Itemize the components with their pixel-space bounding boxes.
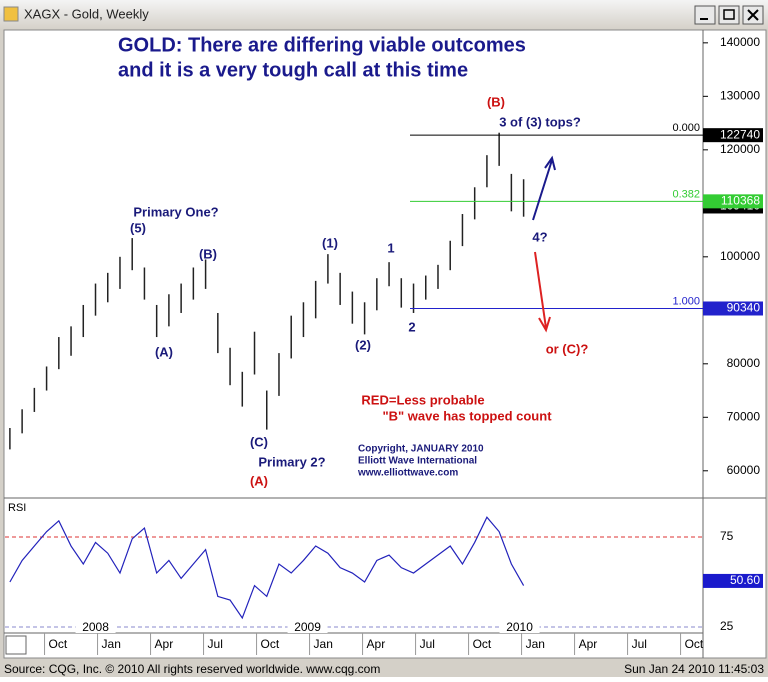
x-tick-label: Oct [261, 637, 280, 651]
annotation: 2 [408, 319, 415, 334]
level-value-box [703, 128, 763, 143]
chart-area [3, 29, 767, 659]
y-tick-label: 80000 [727, 356, 761, 370]
last-value-label: 50.60 [730, 573, 760, 587]
fib-level-label: 1.000 [672, 295, 700, 307]
x-tick-label: Oct [473, 637, 492, 651]
x-tick-label: Jan [102, 637, 121, 651]
year-label-bg [287, 622, 328, 633]
y-tick-label: 25 [720, 619, 734, 633]
app-icon [3, 6, 19, 22]
x-tick-label: Apr [579, 637, 598, 651]
fib-level-label: 0.382 [672, 188, 700, 200]
y-tick-label: 100000 [720, 249, 760, 263]
annotation: (5) [130, 220, 146, 235]
annotation: (B) [487, 94, 505, 109]
window-buttons[interactable] [694, 5, 764, 25]
x-tick-label: Oct [49, 637, 68, 651]
y-tick-label: 130000 [720, 89, 760, 103]
copyright: Elliott Wave International [358, 456, 477, 467]
annotation: or (C)? [546, 341, 589, 356]
x-tick-label: Apr [367, 637, 386, 651]
x-tick-label: Oct [685, 637, 704, 651]
maximize-button[interactable] [718, 5, 740, 25]
copyright: Copyright, JANUARY 2010 [358, 444, 484, 455]
y-tick-label: 75 [720, 529, 734, 543]
corner-box [5, 635, 27, 655]
annotation: 4? [532, 229, 547, 244]
panel-label: RSI [8, 502, 26, 514]
level-value-box [703, 194, 763, 209]
annotation: (2) [355, 337, 371, 352]
annotation: (1) [322, 235, 338, 250]
year-label-bg [499, 622, 540, 633]
y-tick-label: 60000 [727, 463, 761, 477]
footer-timestamp: Sun Jan 24 2010 11:45:03 [624, 662, 764, 676]
x-tick-label: Jul [420, 637, 435, 651]
annotation: 3 of (3) tops? [499, 114, 581, 129]
year-label: 2008 [82, 620, 109, 634]
x-tick-label: Jul [632, 637, 647, 651]
x-tick-label: Apr [155, 637, 174, 651]
x-tick-label: Jan [314, 637, 333, 651]
x-tick-label: Jan [526, 637, 545, 651]
down-arrow [534, 251, 551, 333]
title-bar [0, 0, 768, 30]
chart-subtitle: and it is a very tough call at this time [118, 59, 468, 81]
annotation: Primary 2? [258, 454, 325, 469]
annotation: (A) [250, 473, 268, 488]
y-tick-label: 70000 [727, 409, 761, 423]
up-arrow [532, 155, 556, 221]
fib-level-label: 0.000 [672, 122, 700, 134]
footer-source: Source: CQG, Inc. © 2010 All rights rese… [4, 662, 380, 676]
annotation: (C) [250, 434, 268, 449]
copyright: www.elliottwave.com [357, 468, 458, 479]
level-value-label: 122740 [720, 127, 760, 141]
window-title: XAGX - Gold, Weekly [24, 6, 149, 21]
annotations: (B) 3 of (3) tops? Primary One? (5) (B) … [130, 94, 588, 488]
annotation: "B" wave has topped count [382, 408, 552, 423]
annotation: (A) [155, 344, 173, 359]
y-tick-label: 140000 [720, 35, 760, 49]
x-tick-label: Jul [208, 637, 223, 651]
rsi-line [9, 516, 525, 620]
chart-title: GOLD: There are differing viable outcome… [118, 34, 526, 56]
y-tick-label: 120000 [720, 142, 760, 156]
year-label-bg [75, 622, 116, 633]
annotation: (B) [199, 246, 217, 261]
minimize-button[interactable] [694, 5, 716, 25]
year-label: 2010 [506, 620, 533, 634]
annotation: Primary One? [133, 204, 218, 219]
annotation: RED=Less probable [361, 392, 484, 407]
last-value-box [703, 573, 763, 588]
level-value-label: 110368 [721, 194, 760, 208]
level-value-label: 90340 [727, 301, 761, 315]
year-label: 2009 [294, 620, 321, 634]
level-value-box [703, 301, 763, 316]
annotation: 1 [387, 240, 394, 255]
